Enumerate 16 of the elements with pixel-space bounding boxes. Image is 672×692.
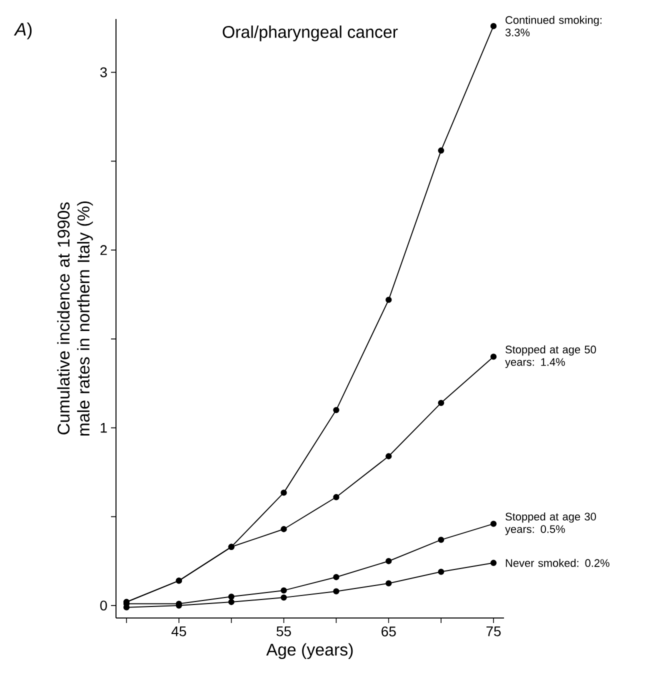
x-tick-label: 55: [276, 626, 291, 636]
x-axis-title: Age (years): [266, 643, 353, 660]
y-tick-label: 2: [100, 245, 107, 255]
x-tick-label: 45: [171, 626, 186, 636]
y-tick-label: 0: [100, 600, 107, 610]
y-tick-label: 3: [100, 67, 107, 78]
text: A): [14, 22, 32, 40]
series-label: Stopped at age 30 years: 0.5%: [505, 512, 596, 536]
x-tick-label: 65: [382, 626, 396, 636]
series-label: Stopped at age 50 years: 1.4%: [505, 345, 596, 368]
chart-title: Oral/pharyngeal cancer: [222, 26, 398, 42]
series-label: Continued smoking: 3.3%: [505, 16, 602, 36]
series-label: Never smoked: 0.2%: [506, 558, 610, 567]
y-axis-title: Cumulative incidence at 1990s male rates in northern Italy (%): [57, 201, 93, 436]
y-tick-label: 1: [100, 423, 107, 433]
x-tick-label: 75: [486, 626, 501, 636]
